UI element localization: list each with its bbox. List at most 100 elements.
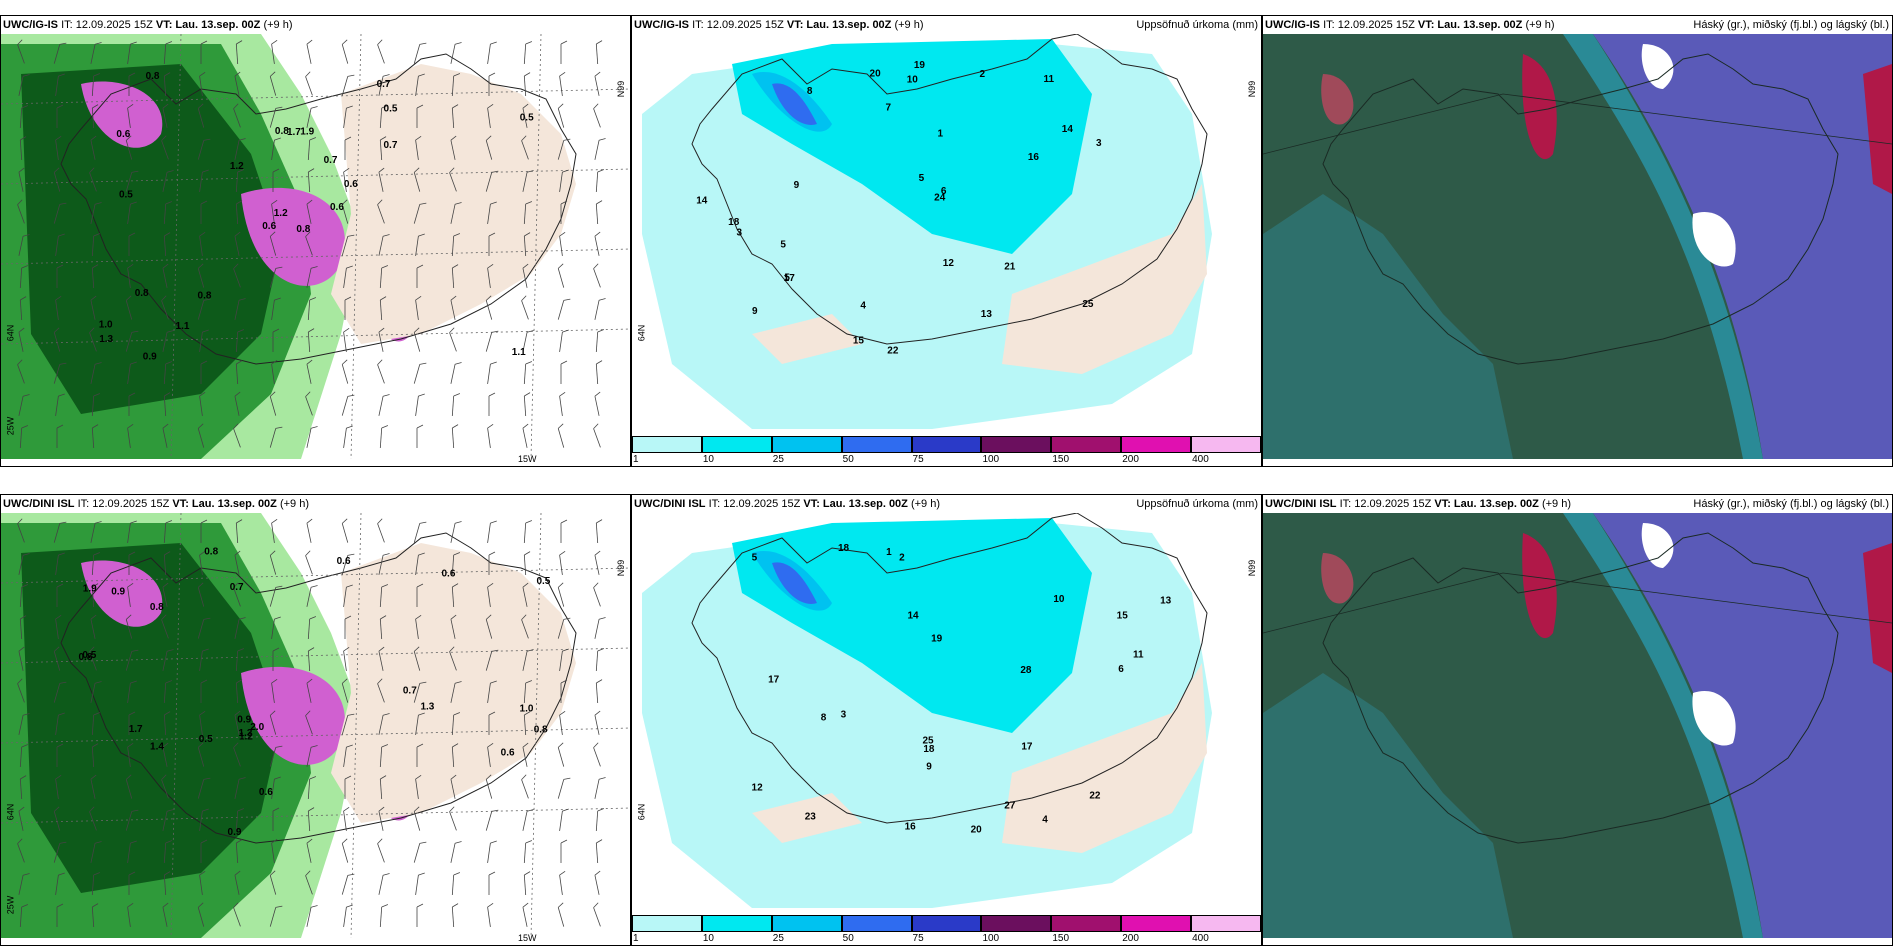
- wind-barb: [594, 138, 606, 160]
- wind-barb: [307, 328, 315, 353]
- colorbar-tick: 150: [1052, 454, 1070, 465]
- wind-barb: [416, 583, 424, 607]
- wind-barb: [487, 680, 497, 703]
- wind-barb: [413, 202, 427, 224]
- wind-barb: [451, 872, 461, 896]
- wind-barb: [127, 840, 137, 863]
- wind-barb: [595, 839, 603, 864]
- value-label: 1.9: [83, 583, 97, 594]
- wind-barb: [163, 392, 171, 417]
- wind-barb: [415, 295, 422, 320]
- colorbar-swatch: [701, 436, 772, 453]
- field-title: Uppsöfnuð úrkoma (mm): [1136, 19, 1258, 31]
- value-label: 0.6: [337, 556, 351, 567]
- wind-barb: [413, 167, 421, 192]
- wind-barb: [487, 103, 494, 128]
- wind-barb: [307, 807, 315, 832]
- wind-barb: [341, 838, 349, 863]
- cloud-map: [1263, 513, 1892, 938]
- wind-barb: [523, 361, 533, 385]
- wind-barb: [235, 648, 245, 672]
- wind-barb: [413, 681, 427, 703]
- wind-barb: [128, 232, 136, 256]
- value-label: 5: [784, 272, 790, 283]
- wind-barb: [415, 774, 422, 799]
- colorbar-tick: 200: [1122, 933, 1139, 944]
- wind-barb: [127, 201, 137, 224]
- value-label: 0.6: [330, 202, 344, 213]
- wind-barb: [305, 870, 313, 895]
- wind-barb: [125, 649, 139, 671]
- colorbar-tick: 100: [982, 454, 1000, 465]
- wind-barb: [450, 362, 462, 384]
- value-label: 1.0: [520, 703, 534, 714]
- wind-barb: [595, 360, 603, 385]
- wind-barb: [488, 232, 496, 256]
- value-label: 19: [931, 633, 943, 644]
- wind-barb: [91, 393, 101, 417]
- value-label: 0.6: [116, 129, 130, 140]
- wind-barb: [451, 552, 461, 576]
- wind-barb: [485, 135, 493, 160]
- wind-barb: [125, 135, 133, 160]
- coastline: [1322, 53, 1839, 365]
- wind-barb: [235, 40, 243, 65]
- wind-barb: [487, 201, 497, 224]
- wind-barb: [271, 518, 278, 543]
- wind-barb: [595, 519, 603, 544]
- value-label: 22: [887, 346, 899, 357]
- lead-time: (+9 h): [1525, 19, 1555, 31]
- value-label: 1.3: [239, 728, 253, 739]
- precip-colorbar: 1 10 25 50 75 100 150 200 400: [632, 436, 1261, 466]
- wind-barb: [271, 137, 281, 160]
- wind-barb: [269, 231, 277, 256]
- wind-barb: [56, 424, 64, 448]
- wind-barb: [235, 808, 245, 832]
- value-label: 25: [923, 736, 935, 747]
- wind-barb: [488, 871, 496, 895]
- wind-barb: [307, 168, 315, 193]
- wind-barb: [269, 745, 283, 767]
- wind-barb: [344, 136, 352, 160]
- wind-barb: [235, 200, 243, 225]
- panel-wind-dini: 1.9 1.7 0.9 0.7 0.6 0.5 0.8 0.6 1.0 0.7 0.9 0.6 0.5 0…: [0, 494, 631, 946]
- wind-barb: [91, 424, 99, 449]
- wind-barb: [593, 263, 601, 288]
- value-label: 1.4: [150, 742, 164, 753]
- wind-barb: [18, 74, 30, 96]
- wind-barb: [557, 777, 571, 799]
- wind-barb: [125, 774, 133, 799]
- wind-barb: [559, 870, 566, 895]
- colorbar-tick: 50: [842, 933, 854, 944]
- init-time: IT: 12.09.2025 15Z: [77, 498, 170, 510]
- wind-barb: [53, 42, 67, 64]
- wind-barb: [91, 264, 99, 289]
- panel-header: UWC/IG-IS IT: 12.09.2025 15Z VT: Lau. 13…: [3, 19, 293, 31]
- wind-barb: [521, 295, 529, 320]
- model-name: UWC/DINI ISL: [3, 498, 75, 510]
- value-label: 11: [1043, 74, 1054, 85]
- wind-barb: [341, 39, 349, 64]
- wind-barb: [450, 774, 457, 799]
- wind-barb: [233, 902, 241, 927]
- wind-barb: [162, 263, 169, 288]
- wind-barb: [523, 680, 533, 704]
- colorbar-tick: 400: [1192, 454, 1209, 465]
- clear-sky-patch: [1692, 691, 1736, 746]
- wind-barb: [55, 295, 62, 320]
- wind-map: 1.9 1.7 0.9 0.7 0.6 0.5 0.8 0.6 1.0 0.7 0.9 0.6 0.5 0…: [1, 513, 630, 938]
- wind-barb: [344, 775, 352, 799]
- wind-barb: [413, 42, 427, 64]
- colorbar-tick: 1: [633, 933, 639, 944]
- wind-barb: [305, 550, 313, 575]
- value-label: 0.5: [199, 734, 213, 745]
- value-label: 0.5: [384, 103, 398, 114]
- value-label: 12: [752, 783, 764, 794]
- wind-barb: [522, 649, 534, 671]
- value-label: 1.3: [420, 702, 434, 713]
- wind-barb: [197, 298, 211, 320]
- high-cloud-patch: [1522, 533, 1557, 639]
- value-label: 1: [886, 547, 892, 558]
- wind-barb: [557, 582, 565, 607]
- wind-barb: [269, 106, 283, 128]
